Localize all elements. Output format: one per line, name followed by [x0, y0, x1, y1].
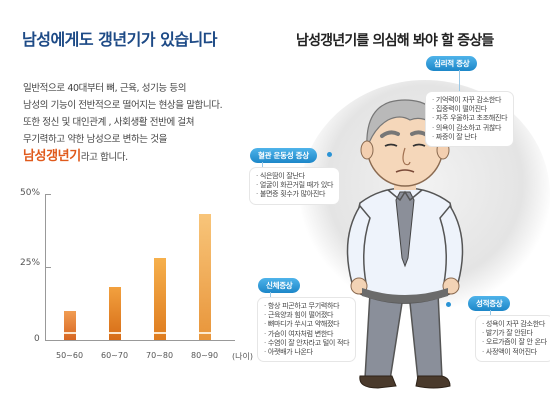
sexual-symptoms-list: 성욕이 자꾸 감소한다 발기가 잘 안된다 오르가즘이 잘 안 온다 사정액이 … [476, 316, 550, 361]
symptom-item: 오르가즘이 잘 안 온다 [482, 338, 547, 347]
y-gridtick [45, 267, 51, 268]
y-tick-label: 25% [20, 258, 41, 268]
physical-connector [270, 292, 271, 300]
x-unit-label: (나이) [232, 352, 253, 361]
symptom-item: 항상 피곤하고 무기력하다 [264, 302, 349, 311]
intro-line: 무기력하고 약한 남성으로 변하는 것을 [23, 134, 167, 145]
sexual-connector [490, 310, 491, 316]
bar-highlight [154, 332, 166, 334]
sexual-symptoms-tag: 성적증상 [468, 296, 511, 311]
symptom-item: 얼굴이 화끈거릴 때가 있다 [256, 181, 334, 190]
y-gridtick [45, 194, 51, 195]
symptom-item: 자주 우울하고 초조해진다 [432, 114, 508, 123]
symptom-item: 아랫배가 나온다 [264, 348, 349, 357]
symptom-item: 수염이 잘 안자라고 털이 적다 [264, 339, 350, 348]
right-title: 남성갱년기를 의심해 봐야 할 증상들 [296, 33, 494, 49]
psych-symptoms-list: 기억력이 자꾸 감소한다 집중력이 떨어진다 자주 우울하고 초조해진다 의욕이… [426, 92, 514, 147]
psych-symptoms-tag: 심리적 증상 [426, 56, 478, 71]
bar-highlight [109, 332, 121, 334]
man-illustration [346, 99, 464, 389]
symptom-item: 짜증이 잘 난다 [432, 133, 507, 142]
bar-highlight [64, 332, 76, 334]
symptom-item: 기억력이 자꾸 감소한다 [432, 96, 507, 105]
intro-line: 일반적으로 40대부터 뼈, 근육, 성기능 등의 [23, 83, 187, 94]
intro-paragraph: 일반적으로 40대부터 뼈, 근육, 성기능 등의 남성의 기능이 전반적으로 … [23, 80, 268, 166]
physical-symptoms-tag: 신체증상 [258, 278, 301, 293]
vascular-symptoms-tag: 혈관 운동성 증상 [250, 148, 317, 163]
x-tick-label: 60~70 [101, 351, 129, 360]
symptom-item: 성욕이 자꾸 감소한다 [482, 320, 547, 329]
bar [64, 311, 76, 340]
symptom-item: 집중력이 떨어진다 [432, 105, 507, 114]
symptom-item: 근육양과 힘이 떨어졌다 [264, 311, 349, 320]
x-tick-label: 80~90 [191, 351, 219, 360]
symptom-item: 식은땀이 잘난다 [256, 172, 333, 181]
intro-closing-line: 남성갱년기라고 합니다. [23, 148, 268, 166]
intro-suffix: 라고 합니다. [80, 152, 128, 163]
symptom-item: 뼈마디가 쑤시고 약해졌다 [264, 320, 349, 329]
psych-connector [459, 70, 460, 92]
vascular-connector [262, 162, 263, 170]
bar [109, 287, 121, 340]
physical-symptoms-list: 항상 피곤하고 무기력하다 근육양과 힘이 떨어졌다 뼈마디가 쑤시고 약해졌다… [258, 298, 356, 362]
age-bar-chart: 50% 25% 0 (나이) 50~60 60~70 70~80 80~90 [0, 180, 270, 380]
intro-line: 또한 정신 및 대인관계 , 사회생활 전반에 걸쳐 [23, 117, 195, 128]
symptom-item: 가슴이 여자처럼 변한다 [264, 330, 349, 339]
symptom-item: 불면증 횟수가 많아진다 [256, 190, 333, 199]
symptom-item: 의욕이 감소하고 귀찮다 [432, 124, 507, 133]
y-tick-label: 0 [34, 334, 40, 344]
bar-highlight [199, 332, 211, 334]
bar [199, 214, 211, 340]
vascular-pointer-dot [327, 152, 332, 157]
left-title: 남성에게도 갱년기가 있습니다 [22, 30, 218, 49]
sexual-pointer-dot [446, 302, 451, 307]
vascular-symptoms-list: 식은땀이 잘난다 얼굴이 화끈거릴 때가 있다 불면증 횟수가 많아진다 [250, 168, 340, 204]
intro-line: 남성의 기능이 전반적으로 떨어지는 현상을 말합니다. [23, 100, 223, 111]
x-axis [45, 340, 235, 341]
highlight-term: 남성갱년기 [23, 149, 81, 164]
symptom-item: 사정액이 적어진다 [482, 348, 547, 357]
y-tick-label: 50% [20, 188, 41, 198]
symptom-item: 발기가 잘 안된다 [482, 329, 547, 338]
x-tick-label: 50~60 [56, 351, 84, 360]
bar [154, 258, 166, 340]
x-tick-label: 70~80 [146, 351, 174, 360]
